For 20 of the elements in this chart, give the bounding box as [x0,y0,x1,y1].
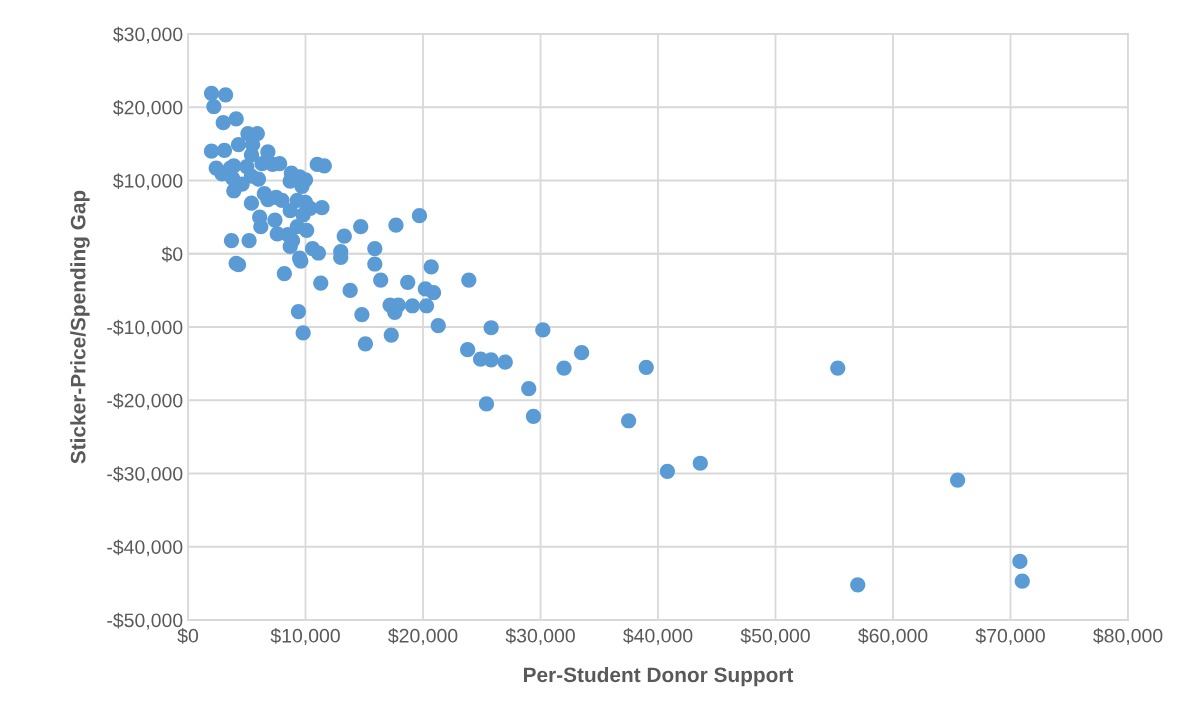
x-axis-title: Per-Student Donor Support [523,666,794,687]
x-tick-label: $20,000 [388,628,458,645]
y-tick-label: $30,000 [113,26,183,44]
y-tick-label: -$30,000 [107,466,183,484]
x-tick-label: $40,000 [623,628,693,645]
y-tick-label: $20,000 [113,99,183,117]
y-axis-title: Sticker-Price/Spending Gap [70,190,90,464]
y-tick-label: $0 [161,246,183,263]
y-tick-label: -$40,000 [107,539,183,557]
y-tick-label: $10,000 [113,173,183,191]
x-tick-label: $60,000 [858,628,928,645]
x-tick-label: $30,000 [505,628,575,645]
y-tick-label: -$20,000 [107,392,183,410]
y-tick-label: -$50,000 [107,612,183,630]
x-tick-label: $10,000 [270,628,340,645]
x-tick-label: $70,000 [975,628,1045,645]
y-tick-label: -$10,000 [107,319,183,337]
x-tick-label: $50,000 [740,628,810,645]
x-tick-label: $0 [177,628,199,644]
x-tick-label: $80,000 [1093,628,1163,645]
